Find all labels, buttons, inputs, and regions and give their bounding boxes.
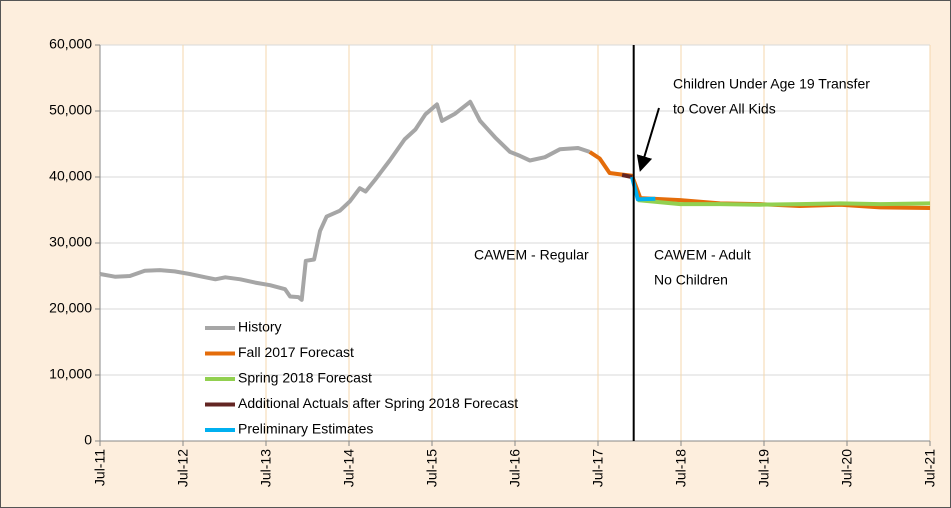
- y-tick-label: 60,000: [49, 36, 92, 52]
- x-tick-label: Jul-19: [756, 449, 772, 487]
- x-tick-label: Jul-18: [673, 449, 689, 487]
- legend-label: History: [238, 319, 282, 335]
- annotation-regular: CAWEM - Regular: [474, 247, 589, 263]
- annotation-transfer: to Cover All Kids: [673, 101, 776, 117]
- grid: [95, 44, 931, 446]
- marks: [99, 45, 931, 441]
- y-tick-label: 40,000: [49, 168, 92, 184]
- annotation-arrow: [636, 107, 660, 172]
- labels: 0 10,000 20,000 30,000 40,000 50,000 60,000 Jul…: [49, 36, 938, 487]
- legend-label: Spring 2018 Forecast: [238, 370, 372, 386]
- x-tick-label: Jul-20: [839, 449, 855, 487]
- annotation-adult: CAWEM - Adult: [654, 247, 751, 263]
- series-line: [621, 173, 633, 179]
- x-tick-label: Jul-14: [341, 449, 357, 487]
- x-tick-label: Jul-21: [922, 449, 938, 487]
- x-tick-label: Jul-16: [507, 449, 523, 487]
- legend-label: Additional Actuals after Spring 2018 For…: [238, 395, 518, 411]
- y-tick-label: 0: [84, 432, 92, 448]
- series-line: [637, 198, 931, 207]
- x-tick-label: Jul-12: [175, 449, 191, 487]
- annotation-adult: No Children: [654, 272, 728, 288]
- x-tick-label: Jul-13: [258, 449, 274, 487]
- x-tick-label: Jul-11: [92, 449, 108, 486]
- series-line: [99, 99, 591, 302]
- y-tick-label: 50,000: [49, 102, 92, 118]
- legend-label: Fall 2017 Forecast: [238, 344, 354, 360]
- y-tick-label: 10,000: [49, 366, 92, 382]
- y-tick-label: 30,000: [49, 234, 92, 250]
- x-tick-label: Jul-17: [590, 449, 606, 487]
- x-tick-label: Jul-15: [424, 449, 440, 487]
- annotation-transfer: Children Under Age 19 Transfer: [673, 76, 870, 92]
- legend-label: Preliminary Estimates: [238, 421, 373, 437]
- y-tick-label: 20,000: [49, 300, 92, 316]
